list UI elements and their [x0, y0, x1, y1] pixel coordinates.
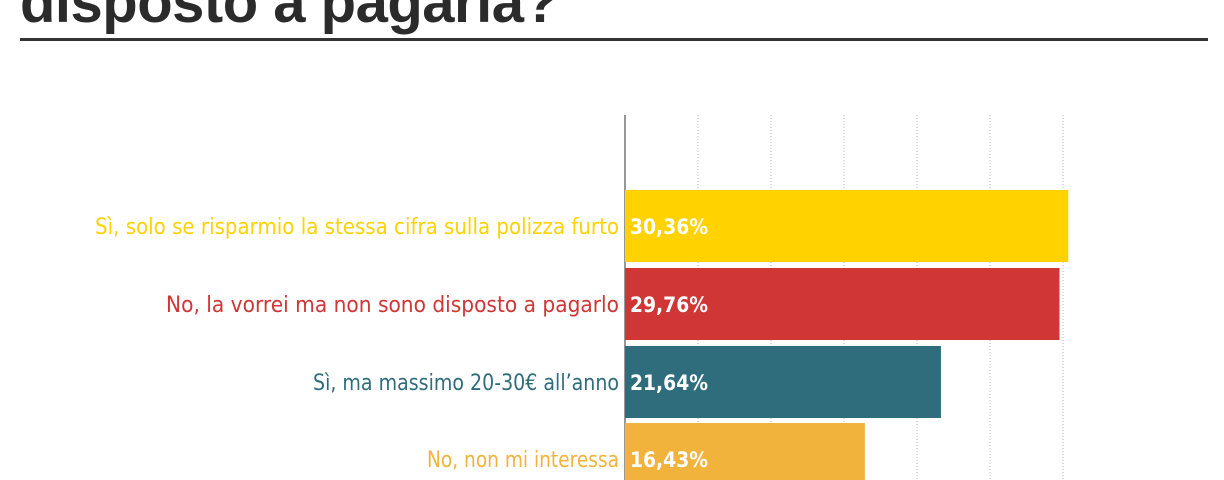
- bars: [625, 190, 1069, 480]
- value-label: 29,76%: [630, 293, 708, 317]
- category-label: Sì, solo se risparmio la stessa cifra su…: [95, 215, 619, 240]
- bar: [625, 423, 865, 480]
- title-underline: [20, 38, 1208, 41]
- bar: [625, 190, 1069, 262]
- value-label: 21,64%: [630, 371, 708, 395]
- bar: [625, 268, 1060, 340]
- value-labels: 30,36% 29,76% 21,64% 16,43%: [630, 215, 708, 472]
- category-labels: Sì, solo se risparmio la stessa cifra su…: [95, 215, 619, 473]
- chart-title: disposto a pagarla?: [20, 0, 559, 35]
- bar: [625, 346, 941, 418]
- category-label: Sì, ma massimo 20-30€ all’anno: [313, 371, 619, 396]
- value-label: 16,43%: [630, 448, 708, 472]
- title-area: disposto a pagarla?: [20, 0, 1208, 42]
- category-label: No, non mi interessa: [427, 448, 619, 473]
- category-label: No, la vorrei ma non sono disposto a pag…: [166, 293, 619, 318]
- value-label: 30,36%: [630, 215, 708, 239]
